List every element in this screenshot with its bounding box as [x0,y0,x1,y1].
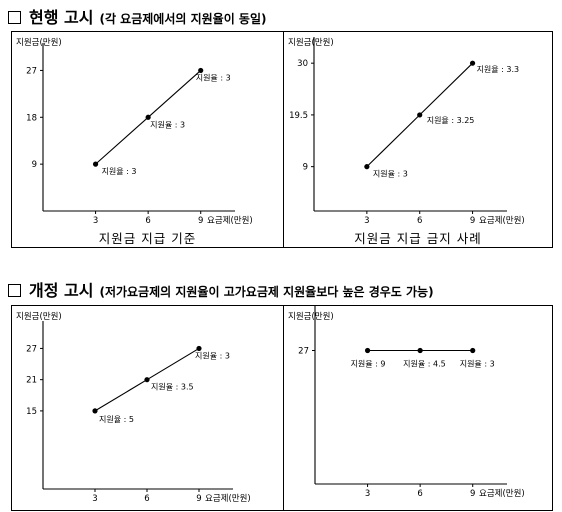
y-tick-label: 21 [26,376,37,386]
y-tick-label: 18 [26,113,37,123]
data-label: 지원율 : 3.5 [151,383,194,392]
chart-4-svg: 지원금(만원) 요금제(만원) 27 3 6 9 지원율 : 9 지원율 : 4.5 지원율 :… [288,306,525,499]
x-tick-label: 3 [365,489,370,499]
data-label: 지원율 : 3 [196,73,231,82]
y-axis-label: 지원금(만원) [16,312,62,322]
data-label: 지원율 : 3 [150,120,185,129]
y-tick-label: 15 [26,407,37,417]
data-label: 지원율 : 3 [373,170,408,179]
x-axis-label: 요금제(만원) [479,216,525,226]
x-axis-label: 요금제(만원) [479,489,525,499]
data-point [198,67,204,74]
x-tick-label: 6 [144,494,149,504]
checkbox-square-icon [8,284,21,297]
data-point [144,377,150,383]
chart-2-caption: 지원금 지급 금지 사례 [283,230,553,248]
x-axis-label: 요금제(만원) [205,494,251,504]
y-tick-label: 9 [32,160,37,170]
data-point [469,60,476,66]
y-tick-label: 19.5 [289,111,308,121]
x-tick-label: 6 [417,216,422,226]
section-subtitle: (저가요금제의 지원율이 고가요금제 지원율보다 높은 경우도 가능) [99,285,434,299]
y-tick-label: 30 [297,59,308,69]
section-subtitle: (각 요금제에서의 지원율이 동일) [99,12,267,26]
section-title: 개정 고시 [29,281,94,300]
x-tick-label: 6 [145,216,150,226]
x-axis-label: 요금제(만원) [207,216,253,226]
x-tick-label: 3 [93,216,98,226]
y-axis-label: 지원금(만원) [16,38,62,48]
data-point [470,347,476,354]
data-label: 지원율 : 3.25 [427,116,475,125]
data-point [364,347,371,354]
chart-panel-2: 지원금(만원) 요금제(만원) 9 19.5 30 3 6 9 지원율 : 3 지원율 : 3.2… [283,31,553,231]
data-label: 지원율 : 3 [195,351,230,360]
y-tick-label: 9 [303,163,308,173]
data-label: 지원율 : 9 [351,360,386,369]
data-label: 지원율 : 5 [99,415,134,424]
chart-panel-4: 지원금(만원) 요금제(만원) 27 3 6 9 지원율 : 9 지원율 : 4.5 지원율 :… [283,305,553,511]
chart-3-svg: 지원금(만원) 요금제(만원) 15 21 27 3 6 9 지원율 : 5 지원율 : 3.5 지… [16,312,251,504]
data-point [364,164,370,170]
x-tick-label: 9 [470,216,475,226]
data-point [196,345,202,352]
chart-panel-3: 지원금(만원) 요금제(만원) 15 21 27 3 6 9 지원율 : 5 지원율 : 3.5 지… [11,305,284,511]
chart-panel-1: 지원금(만원) 요금제(만원) 9 18 27 3 6 9 지원율 : 3 지원율 : 3 지원율 … [11,31,284,231]
data-point [417,112,423,118]
section-heading-revised: 개정 고시 (저가요금제의 지원율이 고가요금제 지원율보다 높은 경우도 가능) [8,277,434,301]
data-point [417,347,423,354]
section-heading-current: 현행 고시 (각 요금제에서의 지원율이 동일) [8,4,266,28]
section-title: 현행 고시 [29,8,94,27]
y-tick-label: 27 [26,344,37,354]
data-point [92,408,98,414]
x-tick-label: 3 [92,494,97,504]
x-tick-label: 3 [364,216,369,226]
y-axis-label: 지원금(만원) [288,312,334,322]
data-label: 지원율 : 3.3 [477,65,520,74]
y-axis-label: 지원금(만원) [288,38,334,48]
chart-2-svg: 지원금(만원) 요금제(만원) 9 19.5 30 3 6 9 지원율 : 3 지원율 : 3.2… [288,37,525,226]
chart-1-caption: 지원금 지급 기준 [11,230,284,248]
x-tick-label: 9 [198,216,203,226]
data-label: 지원율 : 3 [102,167,137,176]
y-tick-label: 27 [26,66,37,76]
x-tick-label: 9 [470,489,475,499]
y-tick-label: 27 [298,347,309,357]
data-label: 지원율 : 4.5 [403,360,446,369]
data-point [145,114,151,120]
x-tick-label: 9 [196,494,201,504]
checkbox-square-icon [8,11,21,24]
x-tick-label: 6 [417,489,422,499]
data-point [92,161,99,167]
data-label: 지원율 : 3 [460,360,495,369]
